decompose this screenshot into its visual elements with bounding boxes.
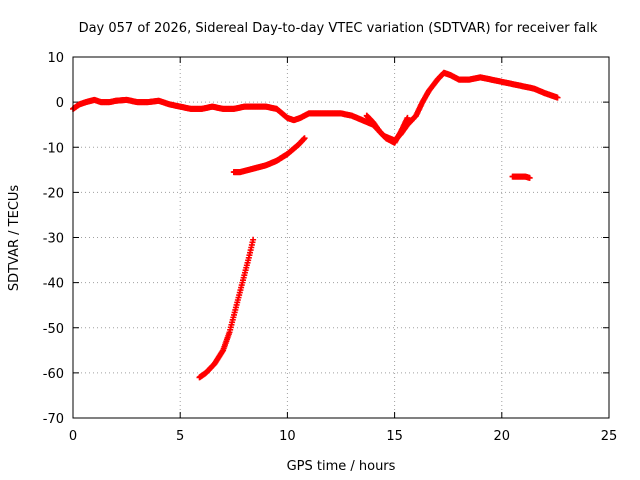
y-tick-labels: -70 -60 -50 -40 -30 -20 -10 0 10 bbox=[43, 51, 64, 427]
x-axis-label: GPS time / hours bbox=[287, 459, 396, 474]
y-tick-label: -30 bbox=[43, 232, 64, 247]
y-tick-label: -40 bbox=[43, 277, 64, 292]
chart-title: Day 057 of 2026, Sidereal Day-to-day VTE… bbox=[79, 21, 598, 36]
y-tick-label: -10 bbox=[43, 141, 64, 156]
series-1 bbox=[363, 112, 411, 146]
x-tick-label: 10 bbox=[279, 429, 296, 444]
data-point bbox=[404, 114, 411, 121]
x-tick-label: 5 bbox=[176, 429, 184, 444]
data-point bbox=[301, 135, 308, 142]
data-series bbox=[70, 69, 561, 381]
data-point bbox=[554, 94, 561, 101]
plot-frame bbox=[72, 56, 610, 419]
y-tick-label: -60 bbox=[43, 367, 64, 382]
data-point bbox=[250, 236, 257, 243]
data-point bbox=[526, 174, 533, 181]
y-tick-label: 0 bbox=[56, 96, 64, 111]
x-tick-labels: 0 5 10 15 20 25 bbox=[69, 429, 617, 444]
y-tick-label: 10 bbox=[47, 51, 64, 66]
series-3 bbox=[196, 236, 257, 381]
y-tick-label: -70 bbox=[43, 412, 64, 427]
x-tick-label: 15 bbox=[386, 429, 403, 444]
y-tick-label: -50 bbox=[43, 322, 64, 337]
series-4 bbox=[509, 173, 533, 181]
y-axis-label: SDTVAR / TECUs bbox=[7, 185, 22, 292]
x-tick-label: 25 bbox=[601, 429, 618, 444]
y-tick-label: -20 bbox=[43, 186, 64, 201]
x-tick-label: 0 bbox=[69, 429, 77, 444]
series-0 bbox=[70, 69, 561, 144]
series-2 bbox=[230, 135, 308, 176]
x-tick-label: 20 bbox=[494, 429, 511, 444]
